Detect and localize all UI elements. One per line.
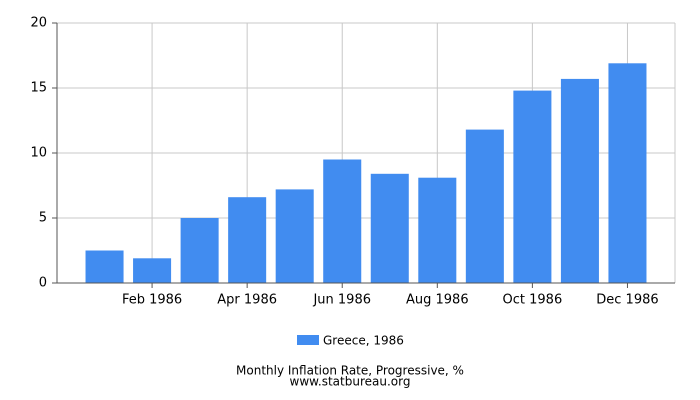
bar (608, 63, 647, 283)
bar (560, 78, 599, 284)
y-tick-label: 15 (30, 81, 47, 96)
bar (370, 173, 409, 283)
chart-subtitle: www.statbureau.org (290, 375, 411, 389)
bar (323, 159, 362, 283)
legend-swatch (297, 335, 319, 345)
bar (465, 129, 504, 283)
legend-label: Greece, 1986 (323, 334, 404, 348)
bar (418, 177, 457, 283)
bar (513, 90, 552, 283)
chart-title: Monthly Inflation Rate, Progressive, % (236, 364, 464, 378)
bar (85, 250, 124, 283)
y-tick-label: 10 (30, 146, 47, 161)
x-tick-label: Aug 1986 (406, 293, 469, 308)
x-tick-label: Feb 1986 (122, 293, 182, 308)
x-tick-label: Apr 1986 (217, 293, 277, 308)
bar (180, 218, 219, 283)
y-tick-label: 20 (30, 16, 47, 31)
bar (228, 197, 267, 283)
y-tick-label: 5 (39, 211, 47, 226)
y-tick-label: 0 (39, 276, 47, 291)
x-tick-label: Dec 1986 (596, 293, 658, 308)
x-tick-label: Oct 1986 (503, 293, 563, 308)
bar (275, 189, 314, 283)
bar (133, 258, 172, 283)
x-tick-label: Jun 1986 (312, 293, 371, 308)
